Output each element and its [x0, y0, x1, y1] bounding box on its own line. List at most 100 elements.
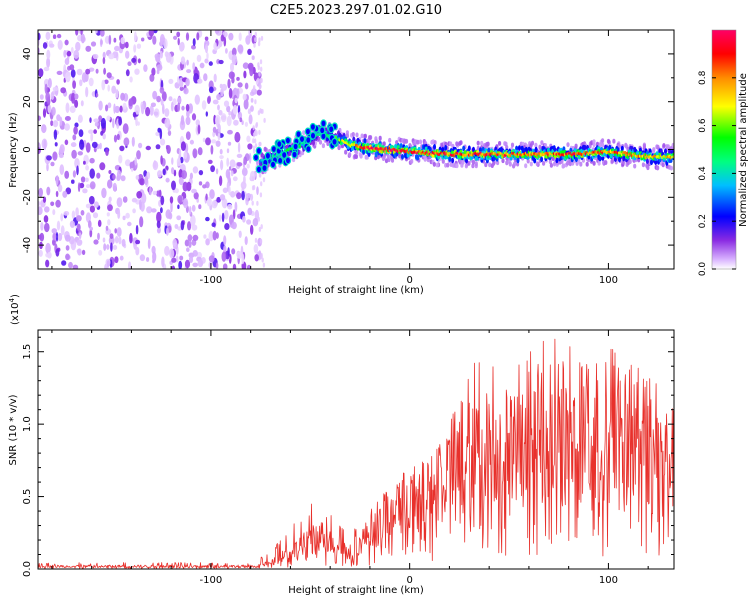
noise-blob	[141, 37, 145, 42]
noise-blob	[247, 207, 253, 216]
noise-blob	[185, 32, 190, 41]
noise-blob	[152, 35, 157, 45]
noise-blob	[208, 255, 215, 263]
noise-blob	[108, 53, 115, 60]
noise-blob	[80, 100, 84, 107]
noise-blob	[246, 135, 251, 143]
noise-blob	[55, 199, 61, 208]
ridge-cell	[467, 145, 471, 151]
noise-blob	[52, 151, 58, 161]
noise-blob	[225, 48, 228, 54]
noise-blob	[246, 163, 250, 169]
y-tick-label: 0.0	[22, 561, 33, 577]
noise-blob	[60, 213, 64, 222]
noise-blob	[59, 116, 63, 127]
ridge-cell	[533, 157, 537, 164]
noise-blob	[136, 121, 140, 126]
noise-blob	[120, 37, 126, 45]
snr-y-axis-label: SNR (10 * v/v)	[8, 394, 19, 465]
noise-blob	[162, 103, 165, 115]
noise-blob	[47, 78, 52, 89]
noise-blob	[197, 78, 203, 84]
noise-blob	[71, 149, 77, 159]
ridge-halo	[540, 140, 544, 146]
noise-blob	[89, 205, 95, 213]
noise-blob	[105, 148, 109, 156]
noise-blob	[79, 79, 83, 87]
ridge-halo	[344, 149, 348, 155]
noise-blob	[183, 87, 189, 95]
noise-blob	[79, 139, 85, 150]
noise-blob	[169, 196, 174, 204]
noise-blob	[45, 259, 50, 268]
ridge-halo	[432, 162, 436, 167]
snr-y-scale-prefix: (x10	[10, 302, 21, 325]
noise-blob	[244, 82, 249, 90]
noise-blob	[132, 111, 137, 118]
noise-blob	[101, 187, 107, 199]
ridge-blob	[270, 145, 277, 154]
noise-blob	[108, 170, 112, 174]
noise-blob	[198, 170, 204, 176]
noise-blob	[251, 185, 255, 191]
noise-blob	[191, 204, 196, 212]
noise-blob	[129, 76, 133, 83]
noise-blob	[123, 137, 130, 146]
noise-blob	[223, 235, 227, 246]
ridge-halo	[374, 138, 378, 144]
ridge-cell	[623, 151, 627, 155]
noise-blob	[75, 207, 79, 218]
noise-blob	[125, 50, 130, 59]
noise-blob	[228, 166, 232, 171]
noise-blob	[64, 39, 69, 46]
noise-blob	[257, 41, 261, 47]
noise-blob	[143, 64, 148, 72]
noise-blob	[260, 35, 264, 41]
ridge-halo	[348, 152, 352, 157]
noise-blob	[217, 104, 220, 111]
noise-blob	[93, 201, 99, 208]
ridge-cell	[362, 149, 366, 155]
noise-blob	[149, 105, 154, 116]
noise-blob	[106, 115, 111, 121]
noise-blob	[41, 124, 47, 134]
noise-blob	[193, 192, 199, 200]
noise-blob	[184, 259, 191, 269]
ridge-halo	[601, 138, 605, 144]
noise-blob	[226, 115, 232, 127]
ridge-cell	[554, 154, 557, 159]
noise-blob	[236, 192, 242, 200]
noise-blob	[253, 138, 257, 144]
spectrogram-panel: -100 0 100 -40 -20 0 20 40 Height of straight …	[8, 29, 675, 296]
noise-blob	[69, 220, 75, 228]
noise-blob	[258, 141, 262, 147]
noise-blob	[179, 42, 184, 52]
noise-blob	[85, 86, 89, 98]
noise-blob	[152, 190, 157, 196]
noise-blob	[258, 37, 261, 43]
noise-blob	[210, 165, 216, 173]
noise-blob	[179, 255, 184, 261]
noise-blob	[65, 253, 70, 261]
noise-blob	[55, 232, 59, 242]
noise-blob	[106, 72, 112, 79]
ridge-halo	[461, 160, 465, 165]
noise-blob	[100, 117, 106, 129]
ridge-halo	[386, 154, 390, 160]
noise-blob	[131, 136, 135, 147]
noise-blob	[135, 224, 139, 235]
ridge-halo	[601, 142, 605, 148]
noise-blob	[202, 184, 207, 189]
ridge-cell	[416, 154, 420, 161]
noise-blob	[120, 175, 126, 182]
ridge-halo	[562, 163, 566, 169]
noise-blob	[250, 224, 254, 235]
colorbar-tick-label: 0.2	[698, 214, 708, 228]
noise-blob	[198, 181, 203, 186]
noise-blob	[76, 223, 81, 232]
ridge-cell	[515, 145, 519, 152]
noise-blob	[107, 179, 113, 189]
ridge-halo	[566, 142, 570, 148]
noise-blob	[213, 73, 217, 83]
noise-blob	[107, 102, 112, 109]
